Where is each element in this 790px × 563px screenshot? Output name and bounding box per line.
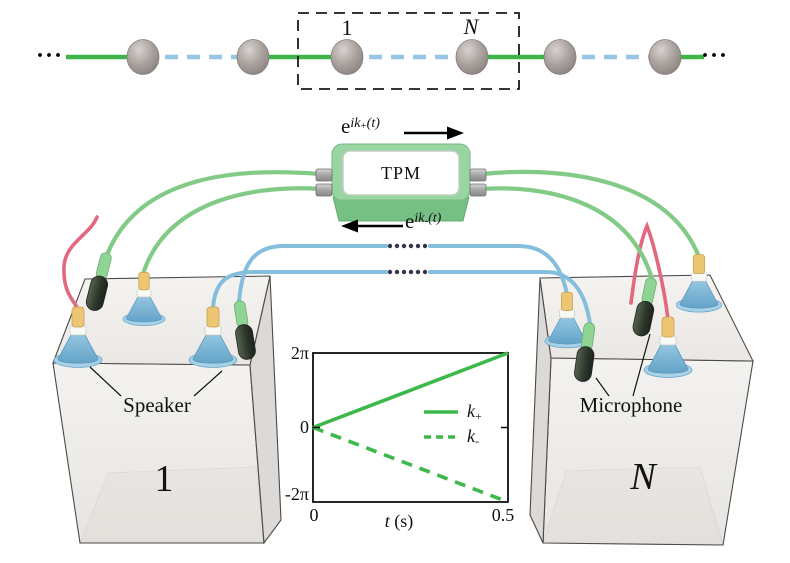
lattice-dots-left: ··· [36, 43, 64, 69]
cavity-right-front-face [542, 357, 754, 546]
cable-continuation-dots [387, 243, 428, 275]
cable-red-right [629, 221, 670, 321]
k-plus-line [312, 351, 509, 430]
tpm-module [315, 143, 487, 222]
tpm-panel [342, 150, 460, 196]
tpm-label: TPM [380, 163, 422, 183]
tpm-backward-phase-formula: eik-(t) [405, 211, 441, 232]
legend-kplus-sub: + [475, 409, 482, 423]
cavity-left-front-face [52, 362, 265, 544]
lattice-site [126, 39, 160, 75]
plot-xlabel-var: t [384, 511, 390, 531]
formula-exp: ik [414, 211, 425, 226]
formula-exp: ik [350, 116, 361, 131]
cavity-left-label: 1 [154, 458, 174, 500]
lattice-site [648, 39, 682, 75]
arrow-backward-head [341, 219, 358, 233]
cable-green-right-top [479, 169, 702, 260]
tpm-port-left-bottom [315, 183, 333, 197]
cable-red-left [62, 215, 99, 311]
cable-blue-upper [237, 244, 569, 304]
lattice-site [330, 39, 364, 75]
cable-green-left-top [104, 170, 323, 258]
formula-sub: - [424, 215, 429, 227]
lattice-chain [66, 12, 704, 90]
microphone-callout-line-left [595, 377, 610, 397]
lattice-site [543, 39, 577, 75]
formula-base: e [341, 114, 351, 138]
plot-ytick-neg2pi: -2π [284, 484, 309, 504]
speaker-callout-line-right [193, 370, 223, 397]
legend-kminus-sub: - [475, 434, 479, 448]
formula-base: e [405, 209, 415, 233]
speaker-callout-line-left [89, 366, 122, 397]
inset-plot [312, 351, 509, 504]
cable-green-right-bottom [479, 186, 655, 282]
cable-blue-lower [211, 270, 592, 326]
arrow-forward-head [447, 126, 464, 140]
cable-green-left-bottom [140, 186, 323, 277]
legend-kplus-base: k [467, 401, 475, 421]
unit-cell-box [297, 12, 520, 90]
unit-cell-label-1: 1 [341, 15, 353, 40]
cavity-right-label: N [630, 456, 656, 498]
cables [62, 169, 702, 326]
plot-ytick-2pi: 2π [290, 343, 309, 363]
legend-label-kminus: k- [467, 427, 479, 447]
plot-xlabel-unit: (s) [389, 511, 414, 531]
lattice-site [236, 39, 270, 75]
lattice-dots-right: ··· [701, 43, 729, 69]
plot-ytick-0: 0 [300, 417, 309, 437]
k-minus-line [312, 425, 509, 504]
tpm-port-right-top [469, 168, 487, 182]
speaker-callout: Speaker [123, 393, 191, 417]
formula-sub: + [360, 120, 367, 132]
callout-lines [89, 333, 651, 397]
legend-kminus-base: k [467, 426, 475, 446]
tpm-port-left-top [315, 168, 333, 182]
phase-arrows [341, 126, 464, 233]
unit-cell-label-N: N [463, 14, 479, 39]
formula-tail: (t) [428, 211, 442, 226]
plot-xtick-0: 0 [309, 505, 319, 525]
lattice-site [455, 39, 489, 75]
plot-xlabel: t (s) [385, 512, 414, 530]
tpm-front-face [332, 196, 470, 222]
formula-tail: (t) [366, 116, 380, 131]
tpm-forward-phase-formula: eik+(t) [341, 116, 380, 137]
legend-label-kplus: k+ [467, 402, 482, 422]
microphone-callout: Microphone [579, 393, 683, 417]
plot-xtick-05: 0.5 [491, 505, 515, 525]
microphone-callout-line-right [632, 333, 651, 397]
tpm-port-right-bottom [469, 183, 487, 197]
